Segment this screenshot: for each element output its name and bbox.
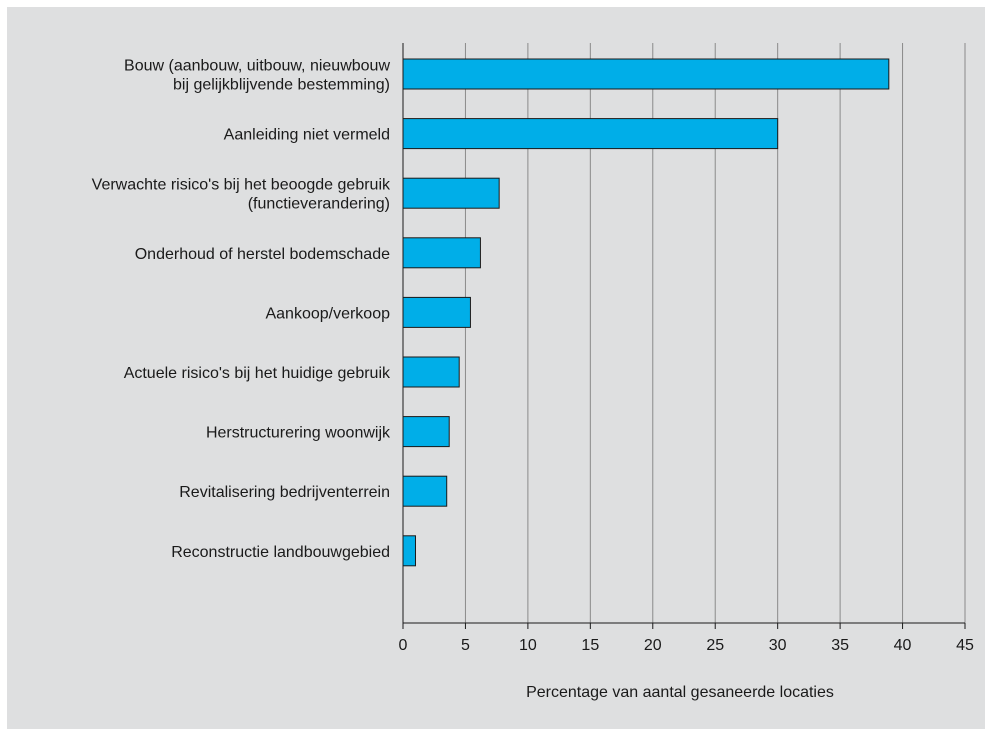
x-tick-label: 35 [831, 637, 849, 654]
x-axis-title: Percentage van aantal gesaneerde locatie… [526, 684, 834, 701]
x-tick-label: 25 [706, 637, 724, 654]
category-label: Actuele risico's bij het huidige gebruik [124, 365, 391, 382]
category-label: Bouw (aanbouw, uitbouw, nieuwbouw [124, 58, 390, 75]
x-tick-labels: 0 5 10 15 20 25 30 35 40 45 [399, 637, 974, 654]
bar-chart: Bouw (aanbouw, uitbouw, nieuwbouw bij gel… [92, 43, 974, 701]
chart-panel: Bouw (aanbouw, uitbouw, nieuwbouw bij gel… [7, 7, 985, 729]
x-tick-label: 5 [461, 637, 470, 654]
x-tick-label: 45 [956, 637, 974, 654]
x-tick-label: 30 [769, 637, 787, 654]
bar [402, 58, 890, 90]
x-tick-label: 10 [519, 637, 537, 654]
x-tick-label: 20 [644, 637, 662, 654]
bar [402, 416, 450, 448]
bar [402, 356, 460, 388]
bar [402, 118, 779, 150]
category-labels: Bouw (aanbouw, uitbouw, nieuwbouw bij gel… [92, 58, 391, 561]
bar [402, 296, 471, 328]
bar [402, 535, 416, 567]
category-label: Reconstructie landbouwgebied [171, 544, 390, 561]
category-label: Onderhoud of herstel bodemschade [135, 246, 390, 263]
category-label: bij gelijkblijvende bestemming) [173, 77, 390, 94]
x-tick-label: 0 [399, 637, 408, 654]
category-label: (functieverandering) [248, 196, 390, 213]
bar [402, 177, 500, 209]
bar [402, 237, 481, 269]
bar [402, 475, 448, 507]
category-label: Aanleiding niet vermeld [224, 127, 390, 144]
category-label: Herstructurering woonwijk [206, 425, 391, 442]
axes [402, 43, 966, 629]
x-tick-label: 40 [894, 637, 912, 654]
x-tick-label: 15 [581, 637, 599, 654]
category-label: Verwachte risico's bij het beoogde gebru… [92, 177, 391, 194]
category-label: Aankoop/verkoop [265, 305, 390, 322]
category-label: Revitalisering bedrijventerrein [179, 484, 390, 501]
bars [402, 58, 890, 567]
